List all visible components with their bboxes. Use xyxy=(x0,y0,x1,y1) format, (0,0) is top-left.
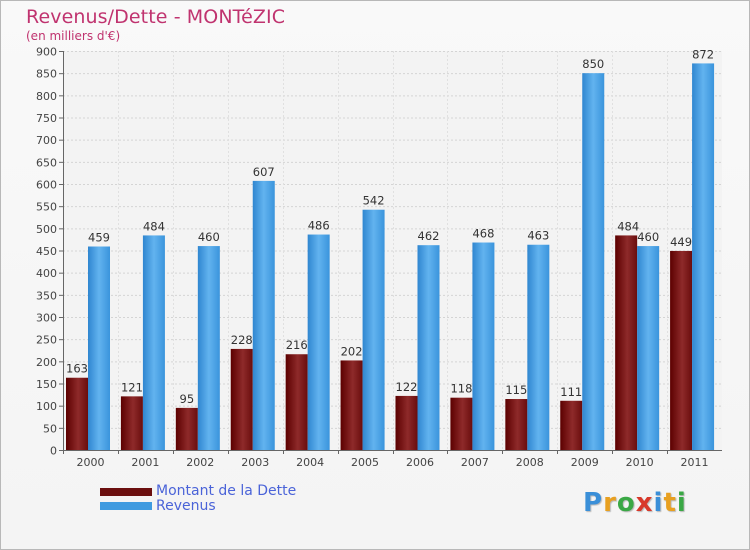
logo-letter: i xyxy=(676,488,687,518)
data-label-revenus: 486 xyxy=(308,219,330,233)
chart-subtitle: (en milliers d'€) xyxy=(26,29,121,43)
bar-revenus xyxy=(197,246,220,450)
data-label-revenus: 872 xyxy=(692,47,714,61)
y-tick-label: 800 xyxy=(36,90,57,103)
x-tick-label: 2004 xyxy=(296,456,324,469)
data-label-revenus: 463 xyxy=(527,229,549,243)
x-tick-label: 2009 xyxy=(571,456,599,469)
bar-revenus xyxy=(252,180,275,450)
data-label-debt: 111 xyxy=(560,385,582,399)
legend-label-revenus: Revenus xyxy=(156,498,216,514)
bar-revenus xyxy=(307,234,330,450)
legend-swatch-debt xyxy=(100,488,152,496)
logo-letter: P xyxy=(583,488,604,518)
x-tick-label: 2011 xyxy=(681,456,709,469)
data-label-debt: 484 xyxy=(617,219,639,233)
data-label-debt: 121 xyxy=(121,380,143,394)
bar-revenus xyxy=(472,242,495,450)
data-label-debt: 228 xyxy=(231,333,253,347)
bar-debt xyxy=(340,360,363,450)
x-tick-label: 2006 xyxy=(406,456,434,469)
logo-letter: t xyxy=(663,488,677,518)
data-label-revenus: 462 xyxy=(418,229,440,243)
y-tick-label: 850 xyxy=(36,68,57,81)
bar-debt xyxy=(615,235,638,450)
y-tick-label: 450 xyxy=(36,245,57,258)
bar-revenus xyxy=(637,246,660,450)
y-tick-label: 600 xyxy=(36,179,57,192)
legend-swatch-revenus xyxy=(100,502,152,510)
data-label-debt: 163 xyxy=(66,362,88,376)
bar-debt xyxy=(120,396,143,450)
bar-debt xyxy=(505,399,528,450)
data-label-debt: 449 xyxy=(670,235,692,249)
x-tick-label: 2005 xyxy=(351,456,379,469)
x-tick-label: 2000 xyxy=(76,456,104,469)
y-tick-label: 400 xyxy=(36,267,57,280)
bar-revenus xyxy=(582,73,605,451)
data-label-layer: 163 121 95 228 216 202 122 118 115 111 484 449 459 48… xyxy=(66,47,714,405)
data-label-debt: 118 xyxy=(450,382,472,396)
data-label-revenus: 459 xyxy=(88,231,110,245)
data-label-revenus: 850 xyxy=(582,57,604,71)
data-label-debt: 115 xyxy=(505,383,527,397)
data-label-revenus: 460 xyxy=(198,230,220,244)
grid-layer xyxy=(63,51,722,451)
x-tick-label: 2002 xyxy=(186,456,214,469)
bar-debt xyxy=(670,250,693,450)
bar-revenus xyxy=(88,246,110,450)
y-tick-label: 250 xyxy=(36,334,57,347)
data-label-revenus: 607 xyxy=(253,165,275,179)
axis-layer: 0 50 100 150 200 250 300 350 400 450 500 550 600 650 7… xyxy=(36,46,722,469)
bar-debt xyxy=(395,395,418,450)
y-tick-label: 750 xyxy=(36,112,57,125)
x-tick-label: 2003 xyxy=(241,456,269,469)
logo-letter: r xyxy=(603,488,617,518)
data-label-revenus: 542 xyxy=(363,194,385,208)
y-tick-label: 0 xyxy=(50,445,57,458)
bar-debt xyxy=(175,407,198,450)
y-tick-label: 650 xyxy=(36,156,57,169)
bar-debt xyxy=(230,348,253,450)
data-label-debt: 122 xyxy=(396,380,418,394)
legend-label-debt: Montant de la Dette xyxy=(156,483,297,499)
bar-debt xyxy=(66,377,88,450)
logo-letter: i xyxy=(653,488,664,518)
y-tick-label: 500 xyxy=(36,223,57,236)
bar-debt xyxy=(285,354,308,450)
x-tick-label: 2001 xyxy=(131,456,159,469)
bar-revenus xyxy=(692,63,715,451)
logo-letter: o xyxy=(616,488,636,518)
proxiti-logo: Proxiti xyxy=(583,488,687,518)
data-label-revenus: 468 xyxy=(472,227,494,241)
y-tick-label: 700 xyxy=(36,134,57,147)
data-label-revenus: 460 xyxy=(637,230,659,244)
bar-revenus xyxy=(362,209,385,450)
bar-revenus xyxy=(527,244,550,450)
y-tick-label: 200 xyxy=(36,356,57,369)
bar-debt xyxy=(560,400,583,450)
data-label-revenus: 484 xyxy=(143,219,165,233)
logo-letter: x xyxy=(635,488,654,518)
x-tick-label: 2008 xyxy=(516,456,544,469)
data-label-debt: 202 xyxy=(341,344,363,358)
y-tick-label: 900 xyxy=(36,46,57,59)
y-tick-label: 100 xyxy=(36,400,57,413)
data-label-debt: 216 xyxy=(286,338,308,352)
y-tick-label: 550 xyxy=(36,201,57,214)
data-label-debt: 95 xyxy=(180,392,195,406)
y-tick-label: 300 xyxy=(36,312,57,325)
bar-layer xyxy=(66,63,715,451)
bar-debt xyxy=(450,397,473,450)
y-tick-label: 50 xyxy=(43,422,57,435)
y-tick-label: 350 xyxy=(36,289,57,302)
bar-revenus xyxy=(142,235,165,450)
bar-revenus xyxy=(417,245,440,450)
x-tick-label: 2010 xyxy=(626,456,654,469)
y-tick-label: 150 xyxy=(36,378,57,391)
x-tick-label: 2007 xyxy=(461,456,489,469)
chart-title: Revenus/Dette - MONTéZIC xyxy=(26,6,286,28)
